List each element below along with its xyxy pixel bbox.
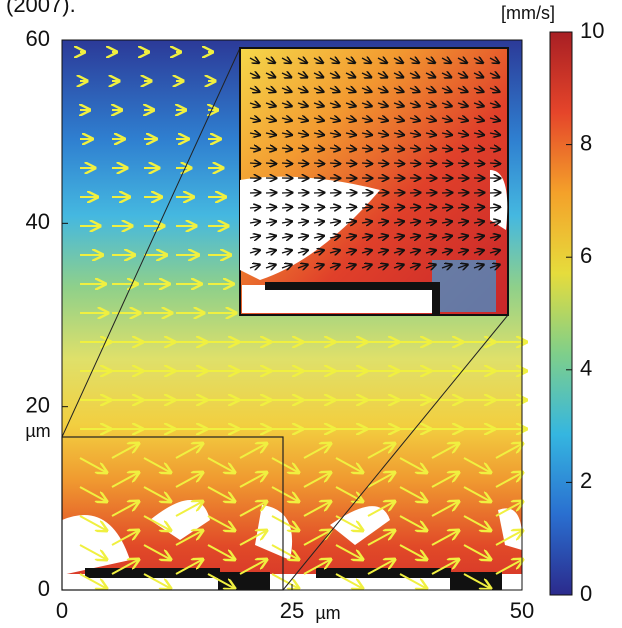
x-tick-label: 25 — [280, 598, 304, 623]
x-axis-label: µm — [315, 603, 340, 623]
inset-vector-arrow — [282, 163, 292, 164]
colorbar-tick-label: 8 — [580, 130, 592, 155]
colorbar — [550, 32, 572, 595]
inset-vector-arrow — [298, 163, 308, 164]
figure: (2007). µm µm [mm/s] 0 25 50 0 20 40 60 0 2 4 6 8 10 — [0, 0, 622, 628]
x-tick-label: 50 — [510, 598, 534, 623]
caption-fragment: (2007). — [6, 0, 76, 17]
colorbar-tick-label: 6 — [580, 243, 592, 268]
colorbar-label: [mm/s] — [501, 3, 555, 23]
colorbar-tick-label: 4 — [580, 356, 592, 381]
y-tick-label: 60 — [26, 26, 50, 51]
inset-vector-arrow — [346, 163, 356, 164]
y-axis-label: µm — [25, 421, 50, 441]
electrode — [316, 568, 451, 578]
inset-vector-arrow — [442, 163, 452, 164]
colorbar-tick-label: 2 — [580, 468, 592, 493]
inset-vector-arrow — [474, 163, 484, 164]
inset-vector-arrow — [426, 163, 436, 164]
y-tick-label: 20 — [26, 392, 50, 417]
inset-vector-arrow — [378, 163, 388, 164]
electrode — [85, 568, 220, 578]
inset-vector-arrow — [362, 163, 372, 164]
inset-low-velocity — [432, 260, 496, 312]
electrode — [218, 572, 270, 590]
y-tick-label: 40 — [26, 209, 50, 234]
colorbar-tick-label: 0 — [580, 581, 592, 606]
inset-vector-arrow — [458, 163, 468, 164]
inset-vector-arrow — [314, 163, 324, 164]
inset-vector-arrow — [250, 163, 260, 164]
inset-electrode — [265, 282, 435, 290]
inset-electrode — [432, 282, 440, 315]
y-tick-label: 0 — [38, 576, 50, 601]
inset-vector-arrow — [490, 163, 500, 164]
inset-vector-arrow — [410, 163, 420, 164]
inset-vector-arrow — [394, 163, 404, 164]
colorbar-tick-label: 10 — [580, 18, 604, 43]
x-tick-label: 0 — [56, 598, 68, 623]
inset-vector-arrow — [330, 163, 340, 164]
plot-area — [62, 40, 526, 590]
inset-vector-arrow — [266, 163, 276, 164]
